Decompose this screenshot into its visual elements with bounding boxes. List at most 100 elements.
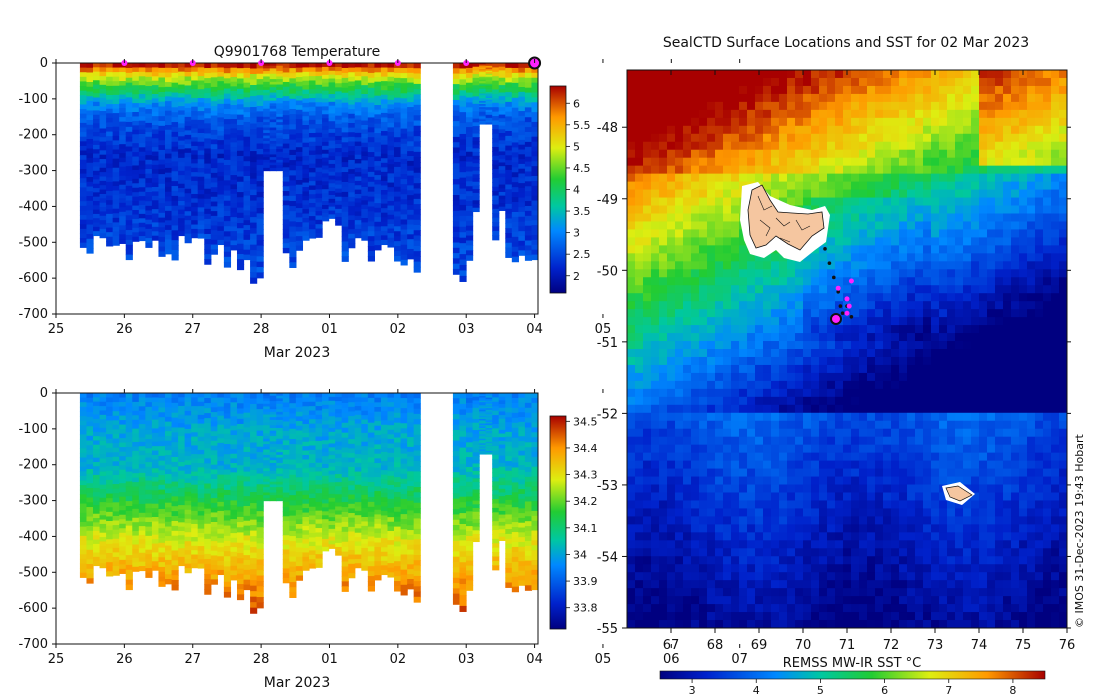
heatmap-cell [354, 220, 362, 226]
heatmap-cell [492, 222, 500, 228]
heatmap-cell [498, 195, 506, 200]
heatmap-cell [459, 204, 467, 211]
heatmap-cell [341, 241, 349, 248]
heatmap-cell [243, 102, 251, 108]
heatmap-cell [387, 228, 395, 234]
heatmap-cell [86, 234, 94, 240]
heatmap-cell [138, 169, 146, 175]
heatmap-cell [367, 432, 376, 439]
heatmap-cell [106, 117, 114, 124]
heatmap-cell [145, 457, 153, 463]
heatmap-cell [171, 117, 179, 123]
heatmap-cell [282, 577, 290, 584]
heatmap-cell [498, 151, 506, 156]
heatmap-cell [125, 112, 133, 118]
heatmap-cell [93, 500, 101, 506]
heatmap-cell [217, 488, 225, 494]
heatmap-cell [341, 422, 349, 429]
heatmap-cell [263, 87, 271, 91]
heatmap-cell [250, 464, 258, 471]
heatmap-cell [171, 491, 179, 497]
heatmap-cell [151, 437, 160, 443]
heatmap-cell [276, 157, 284, 161]
heatmap-cell [380, 474, 389, 480]
heatmap-cell [217, 176, 225, 182]
heatmap-cell [328, 148, 336, 153]
heatmap-cell [184, 451, 192, 457]
heatmap-cell [119, 519, 127, 525]
heatmap-cell [197, 554, 205, 560]
heatmap-cell [315, 449, 323, 455]
heatmap-cell [341, 566, 349, 573]
heatmap-cell [374, 81, 382, 87]
heatmap-cell [413, 393, 421, 399]
heatmap-cell [112, 117, 120, 123]
heatmap-cell [145, 210, 153, 216]
heatmap-cell [302, 98, 310, 104]
heatmap-cell [374, 430, 382, 436]
heatmap-cell [315, 427, 323, 433]
heatmap-cell [472, 185, 480, 190]
heatmap-cell [210, 555, 218, 561]
heatmap-cell [308, 146, 317, 152]
heatmap-cell [282, 129, 290, 135]
heatmap-cell [511, 92, 519, 99]
heatmap-cell [164, 129, 173, 136]
heatmap-cell [276, 127, 284, 131]
heatmap-cell [86, 554, 94, 560]
heatmap-cell [86, 177, 94, 183]
heatmap-cell [348, 81, 356, 87]
heatmap-cell [99, 128, 107, 134]
heatmap-cell [466, 92, 474, 99]
heatmap-cell [387, 200, 395, 207]
heatmap-cell [466, 540, 474, 547]
heatmap-cell [407, 224, 415, 231]
heatmap-cell [387, 159, 395, 165]
heatmap-cell [93, 140, 101, 146]
heatmap-cell [230, 72, 238, 78]
heatmap-cell [302, 547, 310, 554]
heatmap-cell [394, 152, 402, 158]
heatmap-cell [466, 397, 474, 404]
heatmap-cell [348, 536, 356, 542]
heatmap-cell [269, 119, 277, 123]
heatmap-cell [197, 423, 205, 429]
heatmap-cell [341, 502, 349, 508]
heatmap-cell [125, 564, 133, 571]
heatmap-cell [269, 449, 277, 453]
heatmap-cell [282, 535, 290, 541]
heatmap-cell [171, 250, 179, 256]
heatmap-cell [256, 245, 264, 252]
heatmap-cell [223, 454, 232, 460]
heatmap-cell [479, 452, 487, 455]
heatmap-cell [479, 69, 487, 72]
heatmap-cell [191, 462, 199, 468]
heatmap-cell [138, 111, 146, 117]
heatmap-cell [348, 402, 356, 408]
heatmap-cell [86, 397, 94, 404]
heatmap-cell [341, 147, 349, 153]
heatmap-cell [282, 77, 290, 83]
heatmap-cell [79, 466, 88, 472]
heatmap-cell [243, 491, 251, 497]
heatmap-cell [394, 97, 402, 104]
heatmap-cell [210, 393, 218, 399]
heatmap-cell [243, 579, 251, 586]
heatmap-cell [394, 541, 402, 547]
heatmap-cell [171, 82, 179, 89]
heatmap-cell [184, 541, 192, 547]
heatmap-cell [145, 224, 153, 230]
heatmap-cell [151, 410, 160, 416]
heatmap-cell [400, 138, 408, 145]
heatmap-cell [289, 393, 297, 399]
heatmap-cell [210, 531, 218, 537]
heatmap-cell [171, 486, 179, 493]
heatmap-cell [256, 446, 264, 453]
heatmap-cell [119, 411, 127, 417]
heatmap-cell [400, 443, 408, 450]
heatmap-cell [524, 255, 533, 261]
heatmap-cell [413, 146, 421, 153]
heatmap-cell [243, 151, 251, 157]
heatmap-cell [380, 470, 389, 476]
heatmap-cell [145, 233, 153, 239]
